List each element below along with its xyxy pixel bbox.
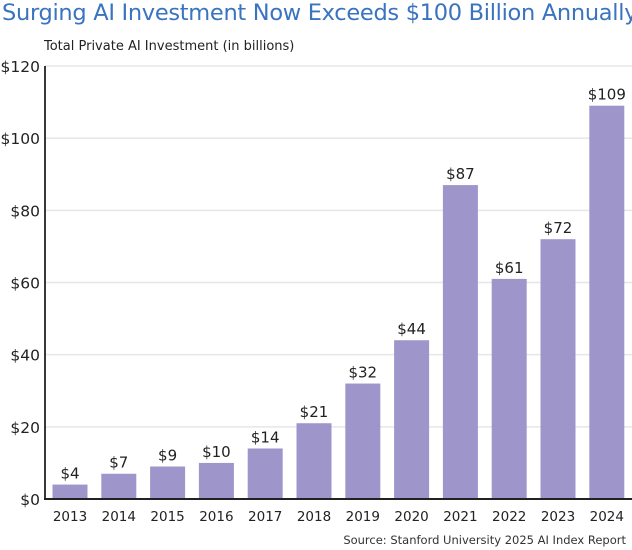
x-tick-label: 2024 xyxy=(590,509,624,525)
y-tick-label: $0 xyxy=(20,491,40,509)
bar-2016 xyxy=(198,462,234,499)
data-label: $4 xyxy=(60,465,79,483)
data-label: $14 xyxy=(251,428,280,446)
bar-2021 xyxy=(442,185,478,499)
y-tick-label: $60 xyxy=(10,275,40,293)
data-label: $44 xyxy=(397,320,426,338)
data-label: $72 xyxy=(544,219,573,237)
data-label: $87 xyxy=(446,165,475,183)
data-label: $61 xyxy=(495,259,524,277)
data-label: $9 xyxy=(158,447,177,465)
y-tick-label: $120 xyxy=(1,58,40,76)
data-label: $7 xyxy=(109,454,128,472)
x-tick-label: 2015 xyxy=(150,509,184,525)
y-tick-label: $20 xyxy=(10,419,40,437)
bar-2022 xyxy=(491,278,527,499)
bar-2018 xyxy=(296,423,332,499)
x-tick-label: 2016 xyxy=(199,509,233,525)
source-note: Source: Stanford University 2025 AI Inde… xyxy=(343,533,626,547)
x-tick-label: 2014 xyxy=(102,509,136,525)
x-tick-label: 2020 xyxy=(394,509,428,525)
y-tick-label: $40 xyxy=(10,347,40,365)
x-tick-label: 2021 xyxy=(443,509,477,525)
data-label: $32 xyxy=(348,364,377,382)
y-tick-label: $100 xyxy=(1,130,40,148)
bar-2019 xyxy=(345,383,381,499)
y-axis-title: Total Private AI Investment (in billions… xyxy=(44,39,295,54)
data-label: $21 xyxy=(300,403,329,421)
data-label: $109 xyxy=(588,86,626,104)
bar-2020 xyxy=(394,340,430,499)
bar-2023 xyxy=(540,239,576,499)
bar-2014 xyxy=(101,473,137,499)
bar-2013 xyxy=(52,484,88,499)
data-label: $10 xyxy=(202,443,231,461)
x-tick-label: 2017 xyxy=(248,509,282,525)
x-tick-label: 2013 xyxy=(53,509,87,525)
bar-2015 xyxy=(150,466,186,499)
chart-title: Surging AI Investment Now Exceeds $100 B… xyxy=(2,0,632,26)
x-tick-label: 2022 xyxy=(492,509,526,525)
x-tick-label: 2019 xyxy=(346,509,380,525)
x-tick-label: 2018 xyxy=(297,509,331,525)
bar-2017 xyxy=(247,448,283,499)
y-tick-label: $80 xyxy=(10,202,40,220)
bar-2024 xyxy=(589,105,625,500)
x-tick-label: 2023 xyxy=(541,509,575,525)
